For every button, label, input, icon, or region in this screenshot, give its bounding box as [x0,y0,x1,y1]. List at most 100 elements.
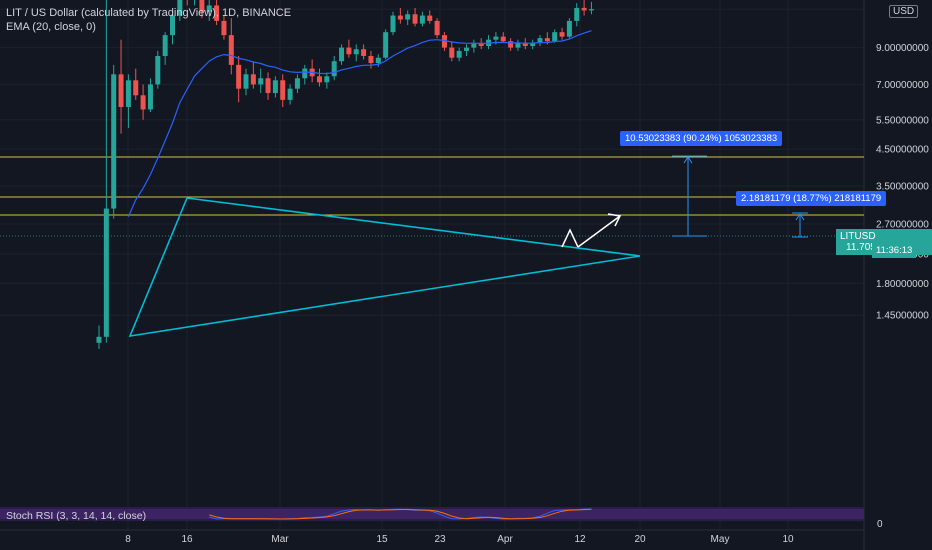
candle-body [214,5,220,21]
rsi-zero-label: 0 [877,519,883,530]
grid-lines [0,0,864,530]
candle-body [331,61,337,77]
candle-body [508,41,514,48]
candle-body [441,35,447,48]
measure-tool-large[interactable] [672,155,707,237]
candle-body [353,49,359,55]
candle-body [544,38,550,42]
candle-body [162,35,168,56]
candle-body [272,80,278,94]
candle-body [118,74,124,108]
time-tick-label: 10 [782,534,794,545]
candle-body [280,80,286,100]
candle-body [324,76,330,83]
candle-body [317,76,322,83]
time-tick-label: 15 [376,534,388,545]
rsi-legend[interactable]: Stoch RSI (3, 3, 14, 14, close) [6,510,147,522]
candle-body [287,88,293,100]
candle-body [221,20,227,36]
measure-label-large[interactable]: 10.53023383 (90.24%) 1053023383 [620,131,783,146]
ema-legend[interactable]: EMA (20, close, 0) [6,21,96,33]
time-tick-label: 8 [125,534,131,545]
ema-line [127,30,592,218]
price-tick-label: 1.80000000 [876,279,929,290]
candle-body [228,35,234,65]
candle-body [515,42,521,48]
price-tick-label: 3.50000000 [876,181,929,192]
candle-body [147,84,153,110]
triangle-pattern[interactable] [128,197,641,338]
candle-body [361,49,367,56]
candle-body [574,7,580,21]
time-tick-label: Mar [271,534,289,545]
time-tick-label: 20 [634,534,646,545]
candles [96,0,594,350]
candle-body [500,36,506,42]
candle-body [581,7,587,11]
symbol-title[interactable]: LIT / US Dollar (calculated by TradingVi… [6,7,292,19]
candle-body [390,15,396,33]
candle-body [588,9,594,11]
candle-body [125,80,131,108]
candle-body [478,42,484,46]
candle-body [258,78,264,85]
price-axis-labels[interactable]: 76.0000000060.0000000048.0000000038.0000… [876,0,932,322]
candle-body [236,64,242,89]
candle-body [155,55,161,85]
price-tick-label: 5.50000000 [876,115,929,126]
breakout-arrow-path[interactable] [561,228,579,248]
price-tag-symbol: LITUSD [840,231,876,242]
candle-body [140,95,146,110]
measure-label-small[interactable]: 2.18181179 (18.77%) 218181179 [736,191,887,206]
candle-body [294,78,300,89]
candle-body [530,42,536,46]
candle-body [206,5,212,12]
candle-countdown: 11:36:13 [872,243,917,258]
price-tick-label: 7.00000000 [876,80,929,91]
time-axis-labels[interactable]: 8 16 Mar 15 23 Apr 12 20 May 10 [125,534,794,545]
candle-body [412,14,418,24]
candle-body [434,20,440,36]
price-tick-label: 9.00000000 [876,43,929,54]
candle-body [103,208,109,337]
candle-body [133,80,139,96]
breakout-arrow[interactable] [577,215,621,248]
candle-body [427,15,433,21]
rsi-band [0,509,864,519]
candle-body [111,74,117,209]
candle-body [96,336,102,343]
time-tick-label: Apr [497,534,513,545]
rsi-d-line [209,508,592,520]
candle-body [471,42,477,48]
candle-body [368,55,374,64]
candle-body [199,0,205,12]
candle-body [346,47,352,55]
candle-body [449,47,455,58]
candle-body [339,47,345,62]
candle-body [250,74,256,85]
candle-body [522,42,528,46]
candle-body [375,57,381,64]
time-tick-label: 16 [181,534,193,545]
candle-body [493,36,499,40]
candle-body [302,68,308,79]
candle-body [419,15,425,24]
price-tick-label: 1.45000000 [876,311,929,322]
candle-body [559,32,565,37]
candle-body [464,47,469,51]
price-tick-label: 2.70000000 [876,219,929,230]
time-tick-label: 23 [434,534,446,545]
price-tick-label: 4.50000000 [876,145,929,156]
candle-body [405,14,411,20]
time-tick-label: May [711,534,730,545]
candle-body [456,50,462,58]
breakout-arrow-head [607,213,622,227]
candle-body [170,15,175,36]
candle-body [177,0,183,16]
candle-body [566,20,572,37]
currency-button[interactable]: USD [889,5,919,18]
measure-tool-small[interactable] [792,212,808,238]
candle-body [397,15,403,20]
candle-body [537,38,543,43]
